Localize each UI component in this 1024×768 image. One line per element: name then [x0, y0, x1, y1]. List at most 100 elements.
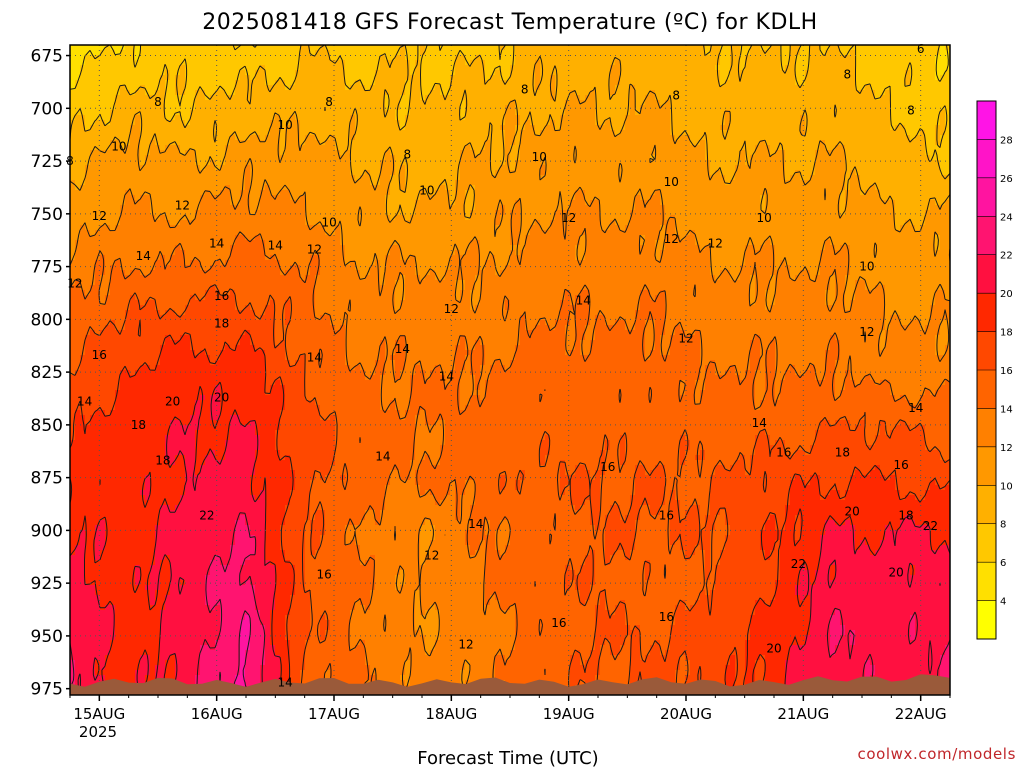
y-tick-label: 675 [31, 47, 63, 67]
colorbar-tick-label: 20 [1000, 289, 1013, 300]
contour-label: 12 [444, 302, 459, 316]
colorbar-tick-label: 28 [1000, 135, 1013, 146]
contour-label: 12 [708, 236, 723, 250]
colorbar-tick-label: 12 [1000, 443, 1013, 454]
contour-label: 8 [403, 148, 411, 162]
x-tick-label: 21AUG [777, 705, 829, 723]
contour-label: 10 [532, 150, 547, 164]
contour-label: 22 [791, 557, 806, 571]
colorbar-swatch [977, 255, 996, 294]
x-tick-label: 19AUG [543, 705, 595, 723]
contour-label: 18 [131, 418, 146, 432]
colorbar-swatch [977, 139, 996, 178]
contour-label: 14 [468, 517, 483, 531]
contour-label: 14 [77, 395, 92, 409]
colorbar-tick-label: 16 [1000, 366, 1013, 377]
contour-label: 12 [664, 232, 679, 246]
y-tick-label: 750 [31, 205, 63, 225]
y-tick-label: 925 [31, 574, 63, 594]
contour-label: 18 [898, 509, 913, 523]
contour-label: 14 [439, 369, 454, 383]
colorbar-swatch [977, 485, 996, 524]
x-tick-label: 16AUG [191, 705, 243, 723]
colorbar-tick-label: 18 [1000, 328, 1013, 339]
x-tick-label: 20AUG [660, 705, 712, 723]
contour-label: 16 [551, 616, 566, 630]
contour-label: 18 [155, 454, 170, 468]
contour-label: 10 [277, 118, 292, 132]
y-tick-label: 900 [31, 521, 63, 541]
contour-label: 22 [923, 519, 938, 533]
x-tick-label: 17AUG [308, 705, 360, 723]
contour-label: 8 [672, 89, 680, 103]
temperature-field [70, 45, 951, 696]
contour-label: 10 [664, 175, 679, 189]
contour-label: 8 [154, 95, 162, 109]
y-tick-label: 800 [31, 310, 63, 330]
contour-label: 14 [268, 239, 283, 253]
contour-label: 14 [752, 416, 767, 430]
contour-label: 12 [92, 209, 107, 223]
y-tick-label: 950 [31, 627, 63, 647]
contour-label: 8 [521, 82, 529, 96]
contour-label: 18 [835, 445, 850, 459]
contour-label: 12 [561, 211, 576, 225]
contour-label: 8 [843, 68, 851, 82]
contour-label: 16 [92, 348, 107, 362]
x-axis-ticks: 15AUG 16AUG 17AUG 18AUG 19AUG 20AUG 21AUG 22AUG [70, 695, 950, 723]
contour-label: 14 [375, 450, 390, 464]
contour-label: 20 [165, 395, 180, 409]
colorbar-tick-label: 14 [1000, 404, 1013, 415]
y-axis-ticks: 675 700 725 750 775 800 825 850 875 900 925 950 975 [31, 47, 70, 700]
y-tick-label: 875 [31, 469, 63, 489]
colorbar-swatch [977, 601, 996, 640]
contour-label: 20 [845, 504, 860, 518]
x-tick-label: 18AUG [425, 705, 477, 723]
colorbar-swatch [977, 524, 996, 563]
colorbar-tick-label: 24 [1000, 212, 1013, 223]
contour-label: 12 [678, 331, 693, 345]
contour-label: 16 [600, 460, 615, 474]
y-tick-label: 700 [31, 99, 63, 119]
chart-title: 2025081418 GFS Forecast Temperature (ºC)… [202, 10, 817, 35]
colorbar-tick-label: 26 [1000, 174, 1013, 185]
y-tick-label: 825 [31, 363, 63, 383]
contour-label: 14 [136, 249, 151, 263]
colorbar-swatch [977, 562, 996, 601]
contour-label: 16 [659, 509, 674, 523]
y-tick-label: 725 [31, 152, 63, 172]
colorbar-tick-label: 22 [1000, 251, 1013, 262]
contour-label: 22 [199, 509, 214, 523]
y-tick-label: 850 [31, 416, 63, 436]
contour-label: 14 [576, 293, 591, 307]
contour-label: 14 [209, 236, 224, 250]
colorbar-swatch [977, 216, 996, 255]
colorbar-swatch [977, 370, 996, 409]
contour-label: 10 [757, 211, 772, 225]
contour-label: 12 [307, 243, 322, 257]
contour-label: 14 [395, 342, 410, 356]
contour-label: 16 [776, 445, 791, 459]
x-year-label: 2025 [79, 723, 117, 741]
contour-label: 12 [458, 637, 473, 651]
y-tick-label: 975 [31, 680, 63, 700]
colorbar-swatch [977, 447, 996, 486]
contour-label: 12 [424, 549, 439, 563]
colorbar-tick-label: 10 [1000, 481, 1013, 492]
contour-label: 14 [908, 401, 923, 415]
contour-label: 18 [214, 317, 229, 331]
colorbar-tick-label: 6 [1000, 558, 1006, 569]
contour-label: 16 [893, 458, 908, 472]
contour-label: 14 [307, 350, 322, 364]
x-tick-label: 15AUG [73, 705, 125, 723]
credit-text: coolwx.com/models [858, 745, 1017, 763]
contour-label: 10 [419, 184, 434, 198]
contour-label: 8 [325, 95, 333, 109]
colorbar-tick-label: 8 [1000, 520, 1006, 531]
contour-label: 20 [889, 566, 904, 580]
contour-label: 12 [175, 198, 190, 212]
contour-label: 16 [317, 568, 332, 582]
y-tick-label: 775 [31, 258, 63, 278]
